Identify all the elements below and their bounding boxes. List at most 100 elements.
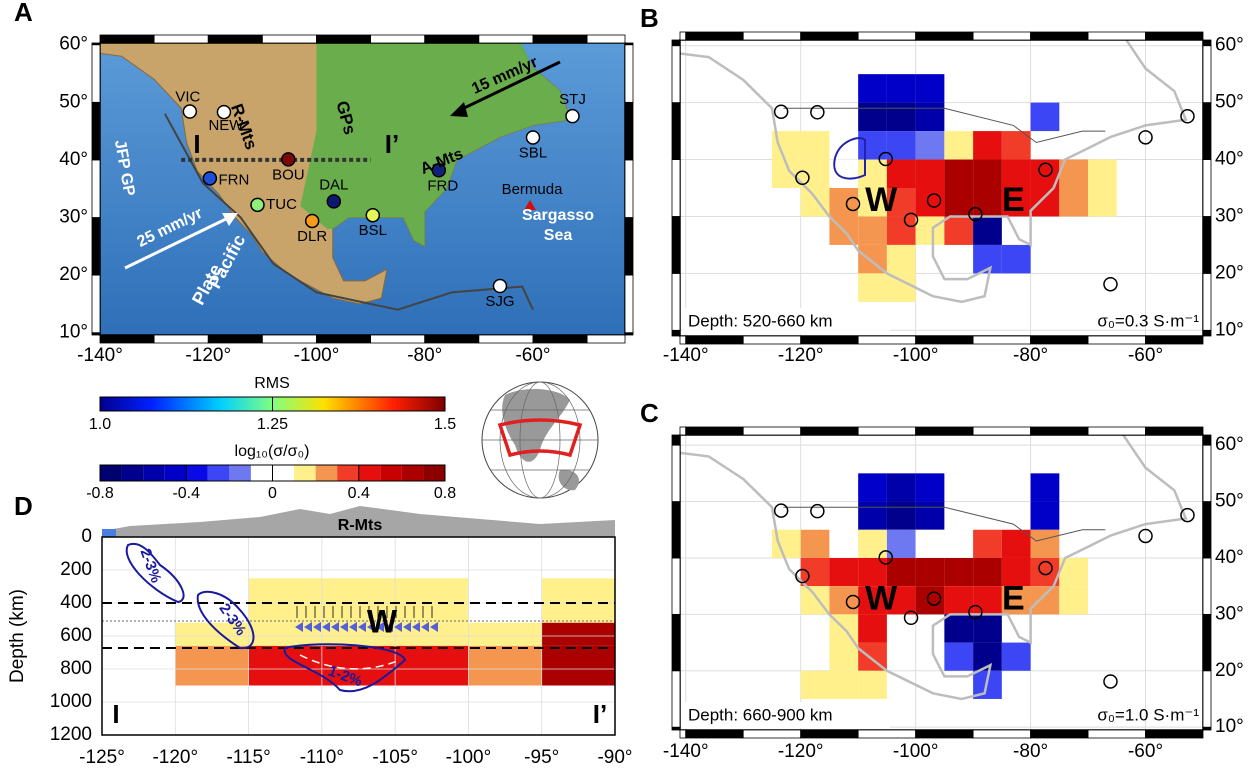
- cell: [886, 244, 916, 274]
- x-tick-label: -110°: [300, 747, 344, 768]
- coastline: [680, 40, 1188, 304]
- tick-label: 0.4: [348, 485, 370, 502]
- label: I: [193, 129, 200, 159]
- frame-segment: [91, 101, 101, 161]
- cell: [800, 529, 830, 558]
- station: [795, 170, 810, 186]
- region-label: W: [367, 603, 398, 639]
- cell: [973, 131, 1002, 160]
- chevron: [322, 622, 330, 632]
- station: [795, 568, 810, 584]
- frame-segment: [800, 335, 859, 345]
- cell: [944, 188, 974, 217]
- cell: [886, 188, 916, 217]
- cell: [858, 131, 887, 160]
- cell: [886, 473, 916, 502]
- y-tick-label: 40°: [59, 149, 88, 170]
- station: [250, 197, 265, 213]
- cell: [973, 557, 1002, 587]
- cell: [468, 645, 542, 686]
- cell: [858, 102, 887, 132]
- station: [1180, 109, 1195, 124]
- frame-segment: [679, 426, 687, 436]
- y-tick-label: 40°: [1215, 149, 1244, 170]
- cell: [944, 216, 974, 245]
- sigma-label: σ₀=0.3 S·m⁻¹: [1097, 311, 1199, 330]
- depth-label: Depth: 520-660 km: [688, 311, 833, 330]
- contour: [196, 590, 255, 650]
- frame-segment: [370, 334, 426, 344]
- cell: [858, 216, 887, 245]
- cell: [944, 614, 974, 643]
- y-tick-label: 60°: [1215, 434, 1244, 455]
- lowland: [300, 43, 571, 247]
- frame-segment: [1030, 426, 1089, 436]
- frame-segment: [1202, 726, 1212, 731]
- station: [773, 503, 789, 518]
- contour: [283, 643, 407, 693]
- cell: [1001, 586, 1031, 615]
- tick-label: 1.5: [434, 416, 456, 433]
- cell: [1001, 642, 1031, 671]
- cell: [886, 74, 916, 103]
- frame-segment: [671, 501, 681, 559]
- colorbar-bin: [229, 465, 251, 481]
- cell: [973, 159, 1002, 188]
- frame-segment: [671, 159, 681, 217]
- x-tick-label: -60°: [1128, 741, 1163, 762]
- frame-segment: [1202, 434, 1212, 446]
- label: Sea: [544, 227, 573, 244]
- cell: [973, 188, 1002, 217]
- frame-segment: [671, 613, 681, 672]
- station: [1138, 528, 1153, 544]
- frame-segment: [532, 34, 588, 44]
- colorbar-title: RMS: [254, 375, 290, 392]
- station-label: SJG: [485, 293, 514, 310]
- colorbar-bin: [315, 465, 338, 481]
- frame-segment: [800, 426, 859, 436]
- colorbar-bin: [358, 465, 381, 481]
- frame-segment: [679, 31, 687, 41]
- cell: [541, 645, 615, 686]
- chevron: [358, 622, 366, 632]
- cell: [858, 273, 887, 302]
- cell: [915, 501, 945, 530]
- cell: [915, 102, 945, 132]
- colorbar-bin: [337, 465, 359, 481]
- x-tick-label: -100°: [893, 345, 939, 366]
- y-tick-label: 50°: [59, 91, 88, 112]
- y-tick-label: 0: [81, 526, 92, 547]
- frame-segment: [671, 39, 681, 47]
- cell: [858, 74, 887, 103]
- cell: [1088, 188, 1117, 217]
- station: [365, 207, 381, 223]
- cell: [915, 473, 945, 502]
- tick-label: 1.0: [89, 416, 111, 433]
- colorbar-bin: [423, 465, 445, 481]
- station-label: BOU: [272, 166, 305, 183]
- cell: [1088, 159, 1117, 188]
- frame-segment: [91, 274, 101, 334]
- border: [783, 107, 1106, 144]
- cell: [1030, 586, 1060, 615]
- station: [326, 194, 342, 209]
- label: R-Mts: [338, 517, 383, 534]
- frame-segment: [1202, 272, 1212, 331]
- cell: [829, 586, 859, 615]
- frame-segment: [1202, 159, 1212, 217]
- map-area: [100, 43, 625, 335]
- cell: [829, 188, 859, 217]
- cell: [886, 586, 916, 615]
- y-tick-label: 30°: [59, 207, 88, 228]
- frame-segment: [679, 335, 687, 345]
- frame-segment: [370, 34, 426, 44]
- cell: [1001, 159, 1031, 188]
- cell: [944, 529, 974, 558]
- station: [431, 163, 447, 178]
- frame-segment: [685, 729, 744, 739]
- y-tick-label: 30°: [1215, 205, 1244, 226]
- frame-segment: [671, 557, 681, 615]
- frame-segment: [685, 426, 744, 436]
- station-label: STJ: [559, 91, 586, 108]
- chevron: [430, 622, 438, 632]
